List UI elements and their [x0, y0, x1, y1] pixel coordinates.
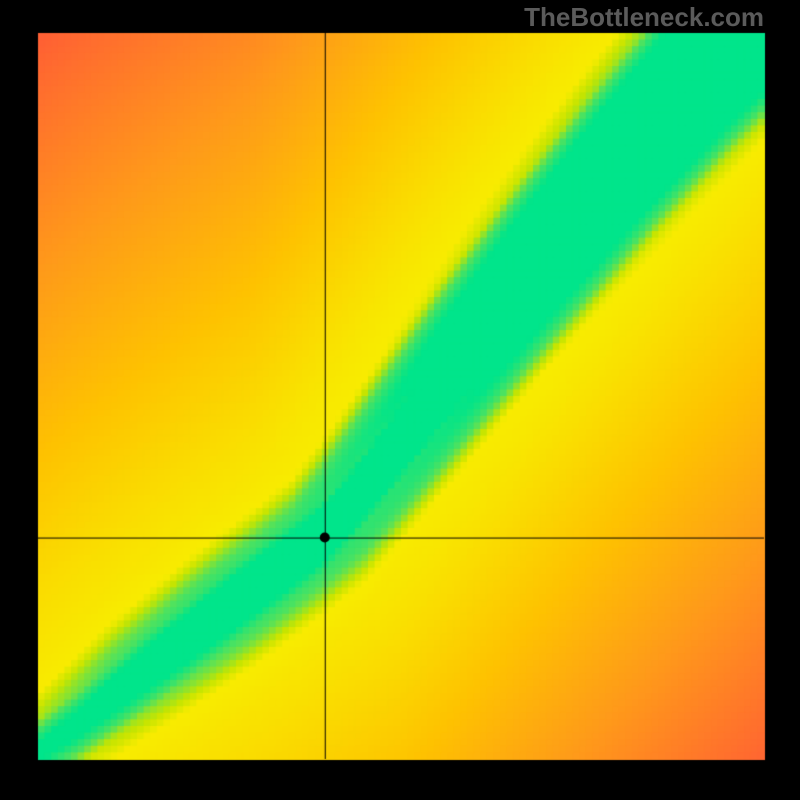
chart-container: TheBottleneck.com	[0, 0, 800, 800]
bottleneck-heatmap	[0, 0, 800, 800]
watermark-text: TheBottleneck.com	[524, 2, 764, 33]
